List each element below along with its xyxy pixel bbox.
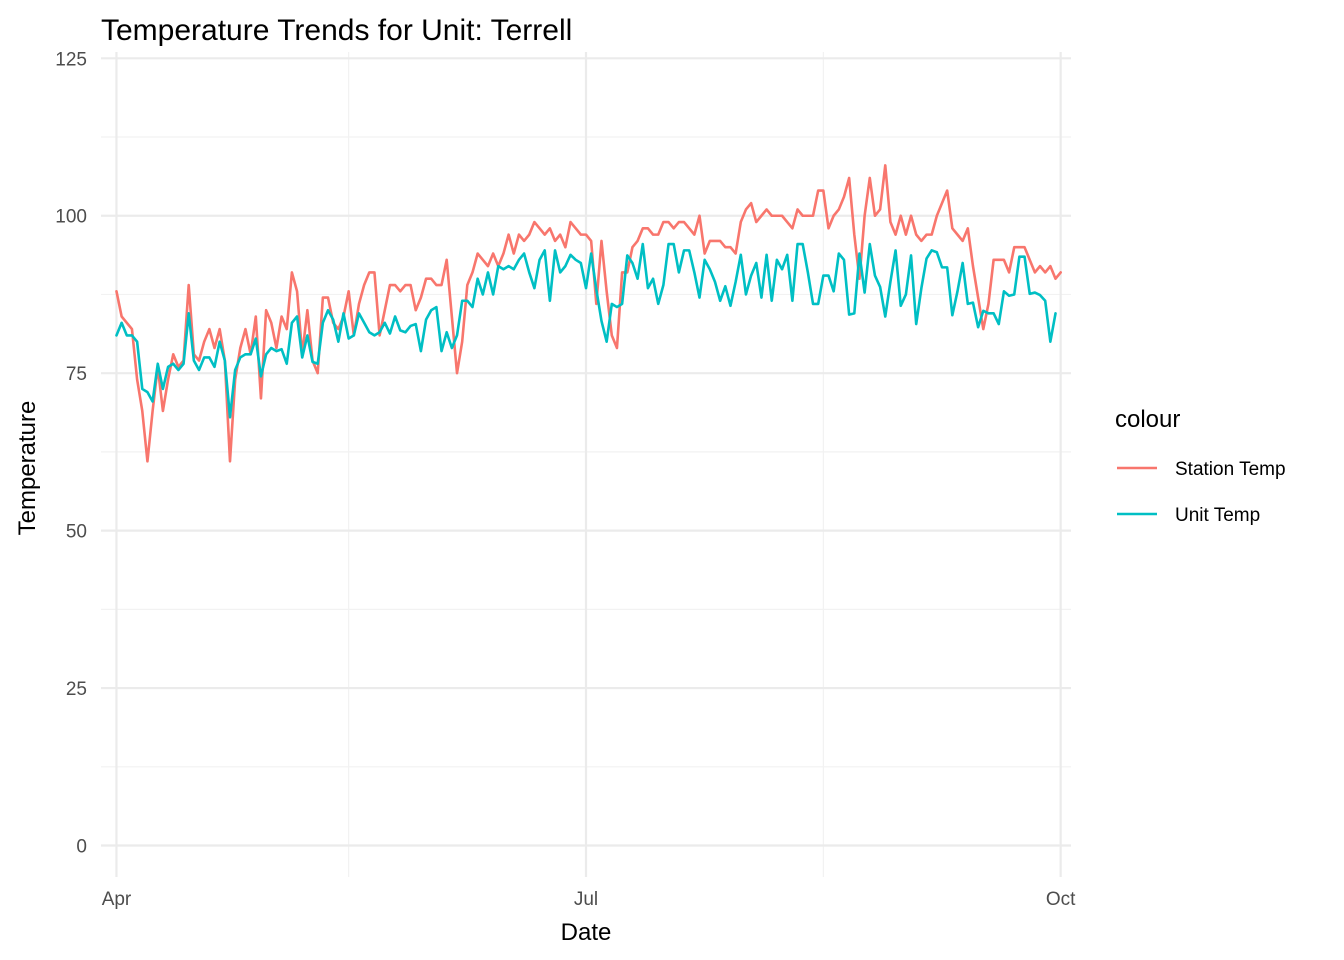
y-tick-label: 100	[55, 207, 87, 228]
y-axis-title: Temperature	[14, 401, 41, 536]
grid	[101, 52, 1071, 877]
series-lines	[115, 164, 1062, 463]
legend-title: colour	[1115, 406, 1180, 433]
y-tick-label: 125	[55, 49, 87, 70]
y-axis-ticks: 0 25 50 75 100 125	[55, 49, 87, 857]
x-axis-title: Date	[561, 919, 612, 946]
series-line-unit-temp	[115, 242, 1057, 419]
y-tick-label: 0	[76, 837, 87, 858]
y-tick-label: 75	[66, 364, 87, 385]
x-tick-label: Apr	[102, 889, 132, 910]
legend-label-unit-temp: Unit Temp	[1175, 505, 1260, 526]
x-tick-label: Jul	[574, 889, 598, 910]
y-tick-label: 25	[66, 679, 87, 700]
series-line-station-temp	[115, 164, 1062, 463]
legend-label-station-temp: Station Temp	[1175, 459, 1286, 480]
x-axis-ticks: Apr Jul Oct	[102, 889, 1076, 910]
chart-title: Temperature Trends for Unit: Terrell	[101, 14, 572, 47]
x-tick-label: Oct	[1046, 889, 1076, 910]
y-tick-label: 50	[66, 522, 87, 543]
legend: colour Station Temp Unit Temp	[1115, 406, 1286, 526]
